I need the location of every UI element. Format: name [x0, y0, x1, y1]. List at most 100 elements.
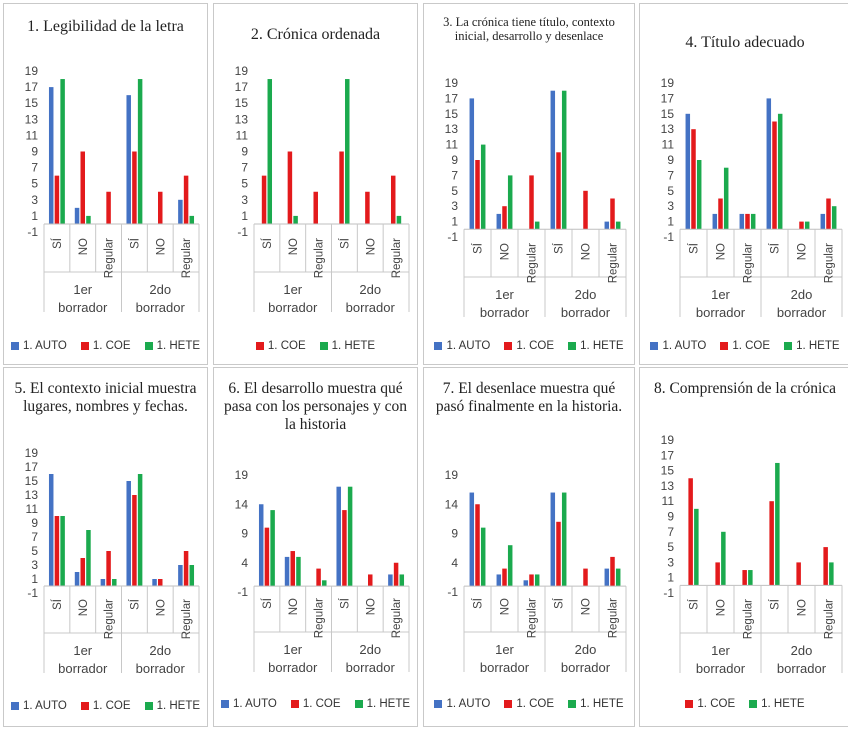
x-tick-label: NO: [155, 599, 167, 616]
chart-title: 6. El desarrollo muestra qué pasa con lo…: [224, 380, 407, 433]
bar: [829, 562, 834, 586]
legend-swatch: [504, 700, 513, 708]
bar: [60, 516, 65, 586]
legend-label: 1. COE: [92, 700, 131, 712]
bar: [469, 492, 475, 587]
y-tick-label: 15: [661, 107, 675, 121]
legend-swatch: [144, 342, 153, 350]
x-tick-label: SÍ: [769, 598, 782, 610]
chart-legend: 1. COE 1. HETE: [640, 698, 848, 710]
x-tick-label: NO: [288, 598, 300, 615]
legend-item: 1. HETE: [784, 340, 840, 352]
chart-legend: 1. AUTO 1. COE 1. HETE: [4, 700, 207, 712]
legend-label: 1. COE: [697, 698, 736, 710]
x-tick-label: Regular: [391, 238, 403, 278]
group-label: 1er borrador: [480, 642, 530, 675]
chart-legend: 1. COE 1. HETE: [214, 340, 417, 352]
y-tick-label: 11: [662, 494, 675, 508]
bar: [106, 191, 111, 224]
y-tick-label: 19: [445, 76, 459, 90]
y-tick-label: 17: [661, 448, 675, 462]
bar: [284, 556, 290, 587]
y-tick-label: 3: [667, 199, 674, 213]
x-tick-label: NO: [155, 238, 167, 255]
legend-item: 1. COE: [504, 340, 554, 352]
legend-swatch: [568, 700, 577, 708]
chart-panel-3: 3. La crónica tiene título, contexto ini…: [423, 3, 635, 365]
y-tick-label: 9: [667, 510, 674, 524]
bar: [561, 492, 567, 587]
bar: [772, 121, 777, 230]
bar: [610, 556, 615, 587]
y-tick-label: 3: [31, 558, 38, 572]
bar: [534, 574, 540, 587]
legend-swatch: [784, 342, 793, 350]
legend-swatch: [568, 342, 577, 350]
legend-item: 1. HETE: [568, 698, 624, 710]
bar: [561, 90, 567, 230]
bar: [823, 547, 828, 586]
bar: [86, 215, 91, 224]
y-tick-label: 15: [25, 96, 39, 110]
group-label: 1er borrador: [696, 643, 746, 676]
chart-legend: 1. AUTO 1. COE 1. HETE: [424, 698, 634, 710]
chart-title: 5. El contexto inicial muestra lugares, …: [14, 380, 197, 415]
y-tick-label: 17: [661, 91, 675, 105]
bar: [742, 570, 747, 586]
bar: [615, 221, 621, 230]
legend-item: 1. COE: [255, 340, 306, 352]
bar: [54, 175, 60, 224]
bar: [258, 504, 264, 587]
legend-item: 1. HETE: [144, 700, 200, 712]
bar: [610, 198, 615, 230]
bar: [534, 221, 540, 230]
y-tick-label: 7: [31, 530, 38, 544]
bar: [480, 527, 486, 587]
legend-label: 1. AUTO: [232, 698, 277, 710]
y-tick-label: 1: [451, 215, 458, 229]
bar: [183, 551, 189, 586]
legend-item: 1. AUTO: [10, 700, 67, 712]
x-tick-label: NO: [78, 599, 90, 616]
bar: [696, 160, 702, 230]
bar: [336, 486, 341, 587]
y-tick-label: 1: [31, 209, 38, 223]
bar: [556, 521, 561, 587]
bar: [804, 221, 810, 230]
bar: [313, 191, 318, 224]
legend-item: 1. AUTO: [434, 698, 490, 710]
y-tick-label: 19: [661, 433, 675, 447]
y-tick-label: 7: [667, 525, 674, 539]
y-tick-label: 5: [667, 184, 674, 198]
y-tick-label: 13: [25, 112, 39, 126]
legend-label: 1. COE: [267, 340, 306, 352]
legend-label: 1. AUTO: [446, 698, 491, 710]
y-tick-label: -1: [663, 586, 674, 600]
x-tick-label: Regular: [824, 599, 836, 639]
legend-swatch: [80, 342, 89, 350]
legend-swatch: [220, 700, 229, 708]
legend-item: 1. HETE: [568, 340, 624, 352]
bar: [80, 558, 85, 586]
x-tick-label: Regular: [743, 243, 755, 283]
y-tick-label: 5: [451, 184, 458, 198]
bar: [691, 129, 696, 230]
legend-item: 1. HETE: [749, 698, 805, 710]
y-tick-label: -1: [27, 586, 38, 600]
bar: [745, 213, 750, 230]
bar: [769, 501, 774, 586]
legend-item: 1. HETE: [144, 340, 200, 352]
bar: [748, 570, 753, 586]
legend-swatch: [434, 342, 443, 350]
bar: [604, 221, 610, 230]
chart-panel-8: 8. Comprensión de la crónica -1 1 3 5 7 9 11 13 1…: [639, 367, 848, 727]
chart-legend: 1. AUTO 1. COE 1. HETE: [4, 340, 207, 352]
bar: [507, 175, 513, 230]
x-tick-label: NO: [581, 598, 593, 615]
group-label: 2do borrador: [346, 282, 396, 315]
y-tick-label: 14: [235, 497, 249, 511]
bar: [270, 510, 275, 587]
